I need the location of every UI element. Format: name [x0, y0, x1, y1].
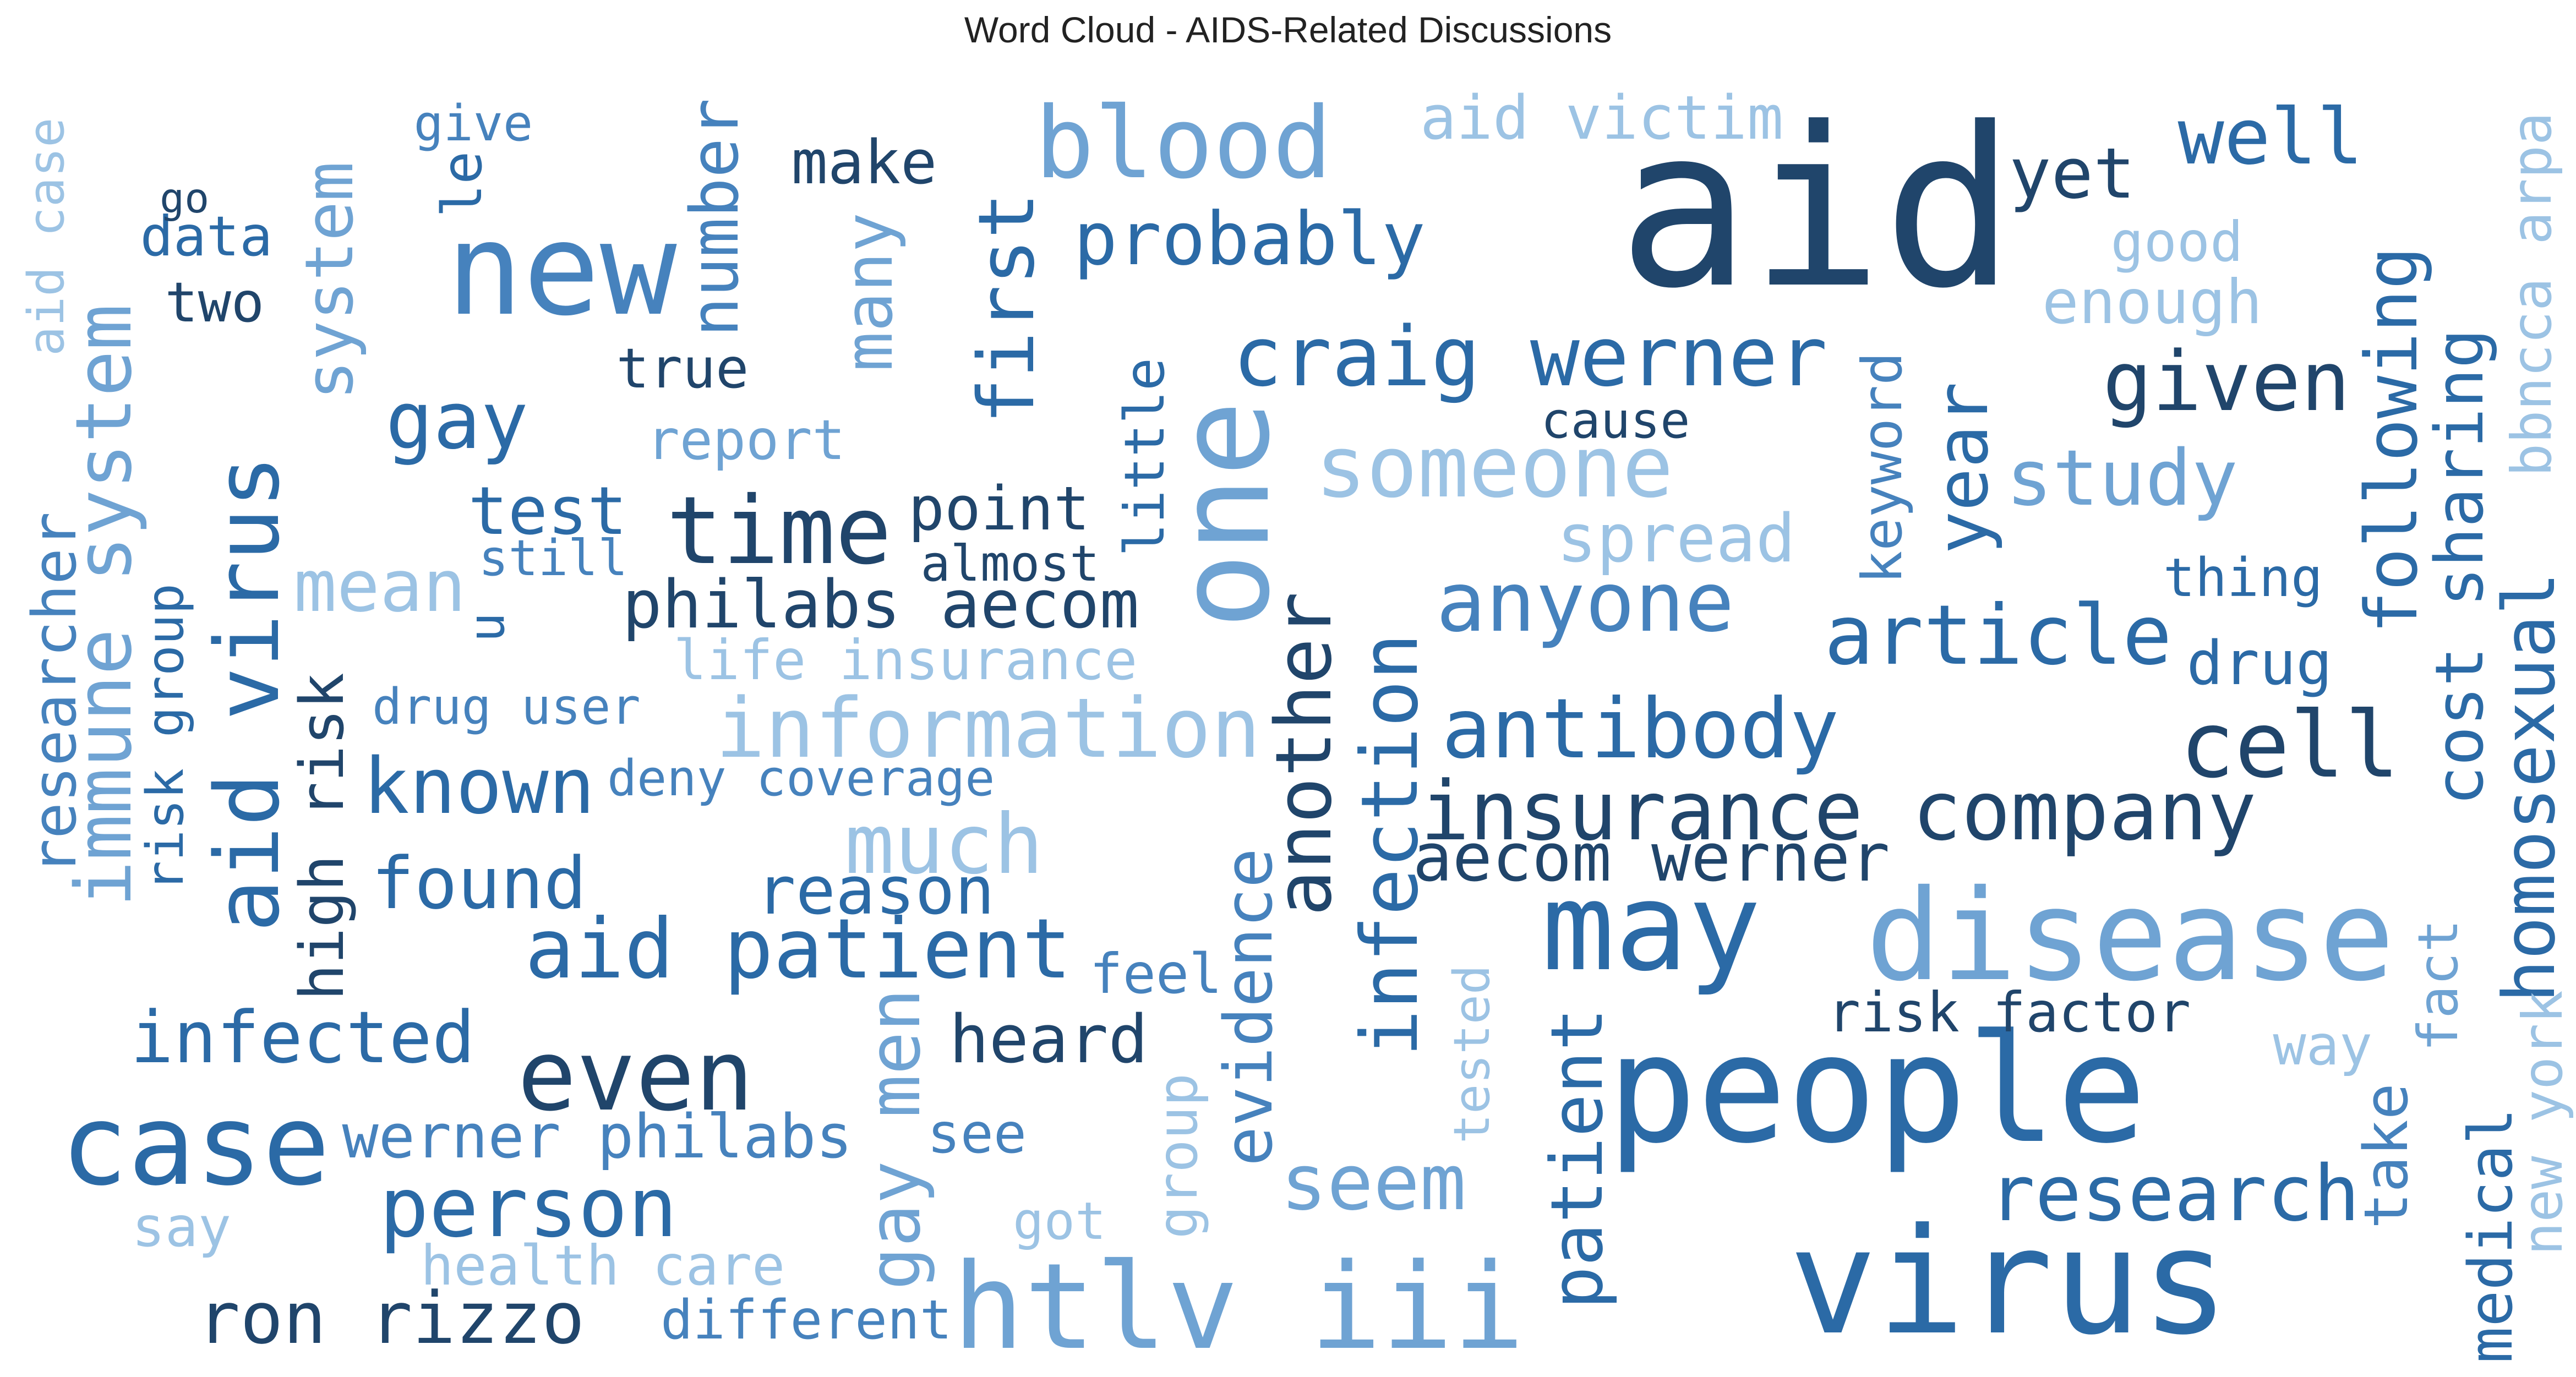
word-point: point: [908, 473, 1090, 544]
word-system: system: [292, 161, 368, 400]
word-cell: cell: [2180, 692, 2400, 799]
word-people: people: [1607, 1002, 2147, 1177]
word-virus: virus: [1789, 1196, 2230, 1367]
word-researcher: researcher: [19, 512, 90, 875]
word-research: research: [1989, 1149, 2360, 1239]
word-different: different: [661, 1289, 952, 1352]
word-drug: drug: [2186, 628, 2333, 698]
word-first: first: [962, 192, 1052, 424]
word-risk-factor: risk factor: [1827, 980, 2191, 1045]
word-bbncca-arpa: bbncca arpa: [2499, 112, 2564, 477]
word-aid-victim: aid victim: [1420, 83, 1783, 153]
word-homosexual: homosexual: [2487, 571, 2571, 1003]
word-go: go: [160, 173, 210, 222]
word-many: many: [831, 212, 908, 371]
word-still: still: [478, 529, 628, 587]
word-much: much: [844, 797, 1044, 893]
word-take: take: [2351, 1083, 2421, 1229]
word-seem: seem: [1280, 1138, 1466, 1228]
word-case: case: [61, 1079, 330, 1210]
word-keyword: keyword: [1850, 352, 1914, 584]
word-cost-sharing: cost sharing: [2422, 328, 2498, 806]
word-antibody: antibody: [1442, 681, 1840, 777]
word-year: year: [1920, 381, 2004, 554]
word-given: given: [2103, 334, 2351, 430]
word-cause: cause: [1541, 392, 1690, 450]
word-gay-men: gay men: [853, 988, 936, 1290]
word-time: time: [666, 477, 892, 586]
word-may: may: [1541, 856, 1761, 998]
word-thing: thing: [2163, 547, 2323, 609]
word-yet: yet: [2009, 132, 2136, 214]
word-life-insurance: life insurance: [673, 628, 1138, 692]
word-true: true: [616, 336, 749, 401]
word-drug-user: drug user: [372, 678, 641, 736]
word-enough: enough: [2042, 266, 2263, 338]
word-say: say: [132, 1195, 232, 1259]
word-see: see: [927, 1101, 1027, 1166]
word-reason: reason: [756, 853, 995, 930]
word-two: two: [165, 270, 265, 335]
word-article: article: [1824, 588, 2173, 684]
word-high-risk: high risk: [287, 672, 357, 1001]
word-someone: someone: [1315, 418, 1674, 517]
word-even: even: [517, 1019, 754, 1133]
word-aid-virus: aid virus: [196, 455, 299, 932]
word-data: data: [140, 204, 273, 269]
word-disease: disease: [1865, 862, 2395, 1009]
word-number: number: [677, 98, 754, 337]
word-test: test: [468, 473, 627, 550]
word-risk-group: risk group: [135, 583, 195, 892]
word-infected: infected: [130, 996, 476, 1079]
word-craig-werner: craig werner: [1232, 309, 1828, 405]
word-heard: heard: [949, 1002, 1148, 1078]
word-aid-patient: aid patient: [525, 901, 1072, 997]
word-ron-rizzo: ron rizzo: [197, 1276, 585, 1360]
word-fact: fact: [2406, 919, 2470, 1052]
word-study: study: [2006, 434, 2238, 523]
word-evidence: evidence: [1211, 848, 1287, 1166]
word-anyone: anyone: [1436, 555, 1734, 651]
word-person: person: [379, 1160, 678, 1256]
word-deny-coverage: deny coverage: [607, 750, 995, 807]
word-got: got: [1013, 1192, 1106, 1252]
word-give: give: [413, 95, 533, 152]
word-feel: feel: [1089, 942, 1222, 1006]
word-group: group: [1145, 1073, 1210, 1239]
word-le: le: [430, 151, 494, 217]
word-u: u: [458, 612, 516, 642]
word-htlv-iii: htlv iii: [952, 1238, 1525, 1376]
word-almost: almost: [920, 535, 1100, 593]
word-werner-philabs: werner philabs: [342, 1101, 853, 1172]
word-mean: mean: [293, 544, 466, 628]
word-new: new: [446, 195, 677, 344]
word-report: report: [646, 408, 845, 472]
word-information: information: [716, 681, 1261, 777]
word-make: make: [791, 127, 937, 198]
word-new-york: new york: [2510, 990, 2575, 1255]
word-good: good: [2110, 210, 2244, 274]
word-gay: gay: [385, 375, 528, 467]
word-known: known: [363, 742, 595, 832]
word-aid-case: aid case: [18, 117, 75, 356]
word-tested: tested: [1443, 964, 1501, 1144]
word-spread: spread: [1557, 501, 1795, 577]
word-well: well: [2177, 92, 2364, 182]
word-way: way: [2273, 1013, 2373, 1078]
word-patient: patient: [1535, 1008, 1619, 1309]
word-philabs-aecom: philabs aecom: [622, 567, 1139, 643]
word-aecom-werner: aecom werner: [1412, 820, 1890, 897]
figure-title: Word Cloud - AIDS-Related Discussions: [964, 9, 1612, 50]
word-probably: probably: [1073, 196, 1426, 282]
word-aid: aid: [1618, 81, 2016, 337]
word-following: following: [2350, 246, 2433, 634]
word-little: little: [1112, 357, 1177, 556]
word-blood: blood: [1035, 85, 1333, 201]
word-insurance-company: insurance company: [1420, 764, 2257, 859]
word-found: found: [371, 842, 587, 925]
word-health-care: health care: [421, 1233, 785, 1298]
